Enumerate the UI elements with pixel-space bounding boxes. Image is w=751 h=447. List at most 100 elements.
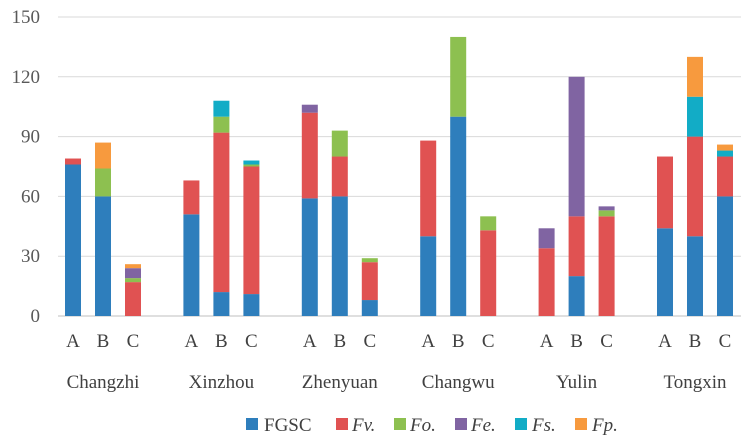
bar-segment [568,276,585,316]
x-subcategory-label: A [66,331,80,352]
bar-segment [717,156,733,197]
y-axis-ticks: 0 30 60 90 120 150 [12,7,41,327]
bar-segment [598,216,615,316]
legend-swatch [515,418,527,430]
bar-segment [687,236,703,316]
bar-segment [657,156,673,229]
legend-swatch [394,418,406,430]
y-tick-label: 0 [31,306,41,327]
x-group-label: Changwu [422,372,495,393]
bar-segment [125,282,141,316]
bar-segment [301,104,318,113]
x-subcategory-label: B [333,331,346,352]
bar-segment [243,166,260,295]
bar-segment [65,158,81,165]
bar-segment [213,292,230,316]
legend-label: Fo. [409,415,436,436]
y-tick-label: 150 [12,7,41,28]
legend-label: Fp. [591,415,618,436]
bar-segment [687,136,703,237]
bar-segment [538,228,555,249]
legend-label: Fs. [531,415,556,436]
legend-swatch [455,418,467,430]
x-subcategory-label: C [600,331,613,352]
x-subcategory-label: A [421,331,435,352]
x-group-label: Yulin [556,372,598,393]
bar-segment [331,130,348,157]
x-subcategory-label: C [127,331,140,352]
bar-segment [687,56,703,97]
legend-label: Fe. [470,415,496,436]
bar-segment [331,196,348,316]
x-subcategory-label: B [97,331,110,352]
bar-segment [243,294,260,316]
bar-segment [125,268,141,279]
bar-segment [538,248,555,316]
x-group-label: Zhenyuan [302,372,378,393]
x-group-label: Tongxin [663,372,727,393]
bars [65,36,733,317]
x-subcategory-label: C [482,331,495,352]
x-subcategory-label: A [185,331,199,352]
bar-segment [450,116,467,317]
bar-segment [301,112,318,199]
bar-segment [125,278,141,283]
bar-segment [213,132,230,293]
bar-segment [95,142,111,169]
bar-segment [95,196,111,316]
gridlines [58,16,741,317]
bar-segment [717,144,733,151]
bar-segment [598,206,615,211]
legend-swatch [336,418,348,430]
bar-segment [243,160,260,165]
legend: FGSC Fv. Fo. Fe. Fs. Fp. [246,415,618,436]
x-subcategory-label: A [540,331,554,352]
bar-segment [420,140,437,237]
bar-segment [213,116,230,133]
bar-segment [657,228,673,316]
x-subcategory-label: A [658,331,672,352]
legend-label: Fv. [351,415,375,436]
bar-segment [301,198,318,316]
bar-segment [361,258,378,263]
bar-segment [361,300,378,316]
x-subcategory-label: B [215,331,228,352]
bar-segment [243,164,260,167]
bar-segment [717,196,733,316]
x-subcategory-label: C [363,331,376,352]
bar-segment [687,96,703,137]
x-subcategory-label: B [570,331,583,352]
y-tick-label: 60 [21,186,40,207]
y-tick-label: 120 [12,67,41,88]
bar-segment [361,262,378,301]
x-subcategory-label: B [689,331,702,352]
x-subcategory-label: C [719,331,732,352]
x-subcategory-label: A [303,331,317,352]
x-group-label: Changzhi [67,372,140,393]
bar-segment [65,164,81,316]
x-subcategory-label: C [245,331,258,352]
bar-segment [125,264,141,269]
x-subcategory-label: B [452,331,465,352]
bar-segment [568,216,585,277]
legend-swatch [575,418,587,430]
bar-segment [95,168,111,197]
bar-segment [717,150,733,157]
bar-segment [331,156,348,197]
bar-segment [598,210,615,217]
bar-segment [568,76,585,217]
bar-segment [183,180,200,215]
legend-swatch [246,418,258,430]
y-tick-label: 90 [21,127,40,148]
bar-segment [183,214,200,316]
x-group-label: Xinzhou [189,372,255,393]
bar-segment [420,236,437,316]
bar-segment [480,230,497,316]
bar-segment [213,100,230,117]
bar-segment [480,216,497,231]
legend-label: FGSC [264,415,312,436]
bar-segment [450,36,467,117]
y-tick-label: 30 [21,246,40,267]
